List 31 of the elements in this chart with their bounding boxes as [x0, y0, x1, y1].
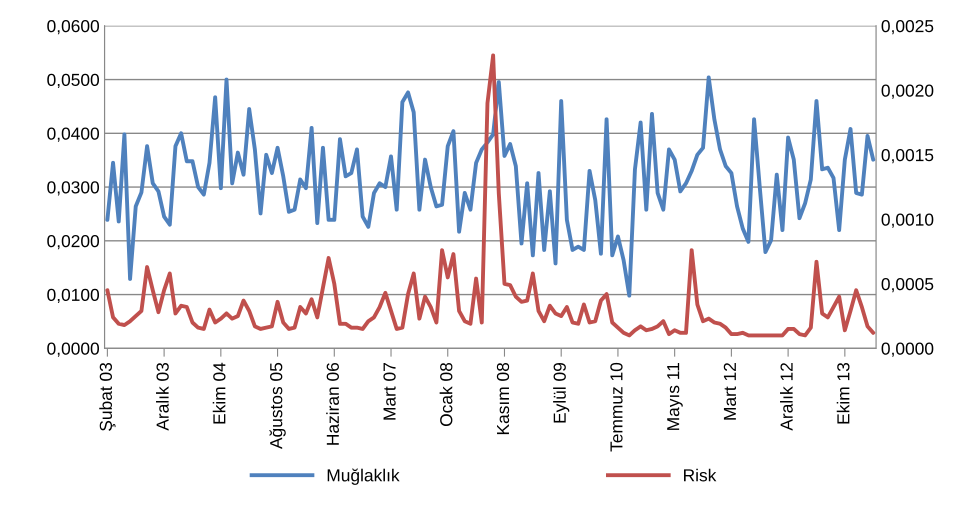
y2-tick-label: 0,0000	[882, 342, 934, 357]
y2-tick-label: 0,0005	[882, 278, 934, 292]
x-tick-label: Ocak 08	[440, 362, 452, 426]
y2-tick-label: 0,0015	[882, 148, 934, 164]
x-tick-label: Ağustos 05	[269, 362, 286, 450]
x-tick-label: Haziran 06	[326, 362, 339, 445]
y-tick-label: 0,0100	[47, 288, 100, 304]
y-tick-label: 0,0500	[47, 74, 100, 88]
y2-tick-label: 0,0025	[882, 20, 934, 34]
legend-label: Risk	[684, 468, 716, 482]
x-tick-label: Mart 07	[383, 363, 396, 420]
x-tick-label: Kasım 08	[496, 362, 510, 434]
x-tick-label: Şubat 03	[99, 362, 116, 431]
x-tick-label: Aralık 12	[780, 363, 793, 431]
line-series	[105, 75, 876, 298]
line-series	[105, 54, 876, 338]
y2-tick-label: 0,0020	[882, 84, 934, 99]
legend-label: Muğlaklık	[328, 468, 400, 485]
x-tick-label: Ekim 13	[836, 362, 850, 424]
x-tick-label: Aralık 03	[156, 362, 169, 431]
x-tick-label: Mayıs 11	[667, 363, 683, 430]
y-tick-label: 0,0000	[47, 342, 100, 357]
y-tick-label: 0,0600	[47, 20, 100, 34]
y2-tick-label: 0,0010	[882, 213, 934, 228]
y-tick-label: 0,0400	[47, 127, 100, 142]
y-tick-label: 0,0300	[47, 181, 100, 196]
x-tick-label: Ekim 04	[212, 362, 226, 424]
x-tick-label: Mart 12	[724, 363, 736, 420]
y-tick-label: 0,0200	[47, 234, 100, 250]
x-tick-label: Temmuz 10	[610, 362, 623, 452]
x-tick-label: Eylül 09	[553, 363, 570, 423]
